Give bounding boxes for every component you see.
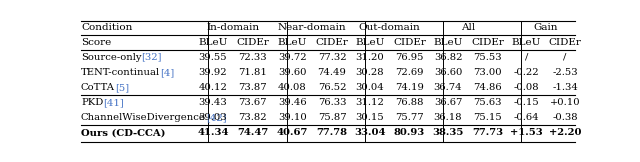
Text: 30.04: 30.04 [355, 83, 384, 92]
Text: [4]: [4] [160, 68, 174, 77]
Text: 75.87: 75.87 [317, 113, 346, 122]
Text: 75.77: 75.77 [395, 113, 424, 122]
Text: 76.52: 76.52 [317, 83, 346, 92]
Text: 80.93: 80.93 [394, 128, 425, 137]
Text: 31.12: 31.12 [355, 98, 384, 107]
Text: BLeU: BLeU [198, 38, 228, 47]
Text: 41.34: 41.34 [197, 128, 228, 137]
Text: 73.00: 73.00 [474, 68, 502, 77]
Text: -1.34: -1.34 [552, 83, 578, 92]
Text: 72.33: 72.33 [238, 53, 267, 62]
Text: 36.67: 36.67 [434, 98, 462, 107]
Text: Score: Score [81, 38, 111, 47]
Text: 38.35: 38.35 [433, 128, 464, 137]
Text: -0.08: -0.08 [513, 83, 540, 92]
Text: 39.55: 39.55 [198, 53, 227, 62]
Text: 36.60: 36.60 [434, 68, 462, 77]
Text: 40.12: 40.12 [198, 83, 227, 92]
Text: Near-domain: Near-domain [278, 23, 346, 31]
Text: 30.28: 30.28 [355, 68, 384, 77]
Text: 39.10: 39.10 [278, 113, 307, 122]
Text: BLeU: BLeU [433, 38, 463, 47]
Text: -0.64: -0.64 [513, 113, 540, 122]
Text: CIDEr: CIDEr [471, 38, 504, 47]
Text: /: / [525, 53, 528, 62]
Text: 73.82: 73.82 [238, 113, 267, 122]
Text: [32]: [32] [141, 53, 162, 62]
Text: 77.78: 77.78 [316, 128, 348, 137]
Text: 76.88: 76.88 [395, 98, 424, 107]
Text: 74.49: 74.49 [317, 68, 346, 77]
Text: 40.67: 40.67 [276, 128, 308, 137]
Text: 36.82: 36.82 [434, 53, 462, 62]
Text: TENT-continual: TENT-continual [81, 68, 160, 77]
Text: 76.95: 76.95 [395, 53, 424, 62]
Text: In-domain: In-domain [206, 23, 259, 31]
Text: 36.74: 36.74 [434, 83, 462, 92]
Text: Source-only: Source-only [81, 53, 141, 62]
Text: 73.67: 73.67 [238, 98, 267, 107]
Text: PKD: PKD [81, 98, 103, 107]
Text: 30.15: 30.15 [355, 113, 384, 122]
Text: 74.86: 74.86 [474, 83, 502, 92]
Text: 39.72: 39.72 [278, 53, 307, 62]
Text: 39.43: 39.43 [198, 98, 227, 107]
Text: Ours (CD-CCA): Ours (CD-CCA) [81, 128, 166, 137]
Text: [42]: [42] [206, 113, 227, 122]
Text: 39.60: 39.60 [278, 68, 307, 77]
Text: BLeU: BLeU [512, 38, 541, 47]
Text: 75.15: 75.15 [474, 113, 502, 122]
Text: 36.18: 36.18 [434, 113, 462, 122]
Text: +1.53: +1.53 [510, 128, 543, 137]
Text: Condition: Condition [81, 23, 132, 31]
Text: 40.08: 40.08 [278, 83, 307, 92]
Text: -2.53: -2.53 [552, 68, 578, 77]
Text: Gain: Gain [534, 23, 558, 31]
Text: CoTTA: CoTTA [81, 83, 115, 92]
Text: 72.69: 72.69 [395, 68, 424, 77]
Text: +0.10: +0.10 [550, 98, 580, 107]
Text: BLeU: BLeU [355, 38, 385, 47]
Text: ChannelWiseDivergence: ChannelWiseDivergence [81, 113, 206, 122]
Text: -0.15: -0.15 [513, 98, 540, 107]
Text: 74.19: 74.19 [395, 83, 424, 92]
Text: CIDEr: CIDEr [548, 38, 582, 47]
Text: +2.20: +2.20 [549, 128, 581, 137]
Text: 74.47: 74.47 [237, 128, 268, 137]
Text: CIDEr: CIDEr [236, 38, 269, 47]
Text: 73.87: 73.87 [238, 83, 267, 92]
Text: [41]: [41] [103, 98, 124, 107]
Text: 33.04: 33.04 [354, 128, 385, 137]
Text: 31.20: 31.20 [355, 53, 384, 62]
Text: 71.81: 71.81 [238, 68, 267, 77]
Text: 77.32: 77.32 [317, 53, 346, 62]
Text: /: / [563, 53, 567, 62]
Text: Out-domain: Out-domain [358, 23, 420, 31]
Text: [5]: [5] [115, 83, 129, 92]
Text: 75.63: 75.63 [474, 98, 502, 107]
Text: All: All [461, 23, 475, 31]
Text: 39.92: 39.92 [198, 68, 227, 77]
Text: CIDEr: CIDEr [316, 38, 348, 47]
Text: BLeU: BLeU [278, 38, 307, 47]
Text: -0.22: -0.22 [513, 68, 540, 77]
Text: 77.73: 77.73 [472, 128, 503, 137]
Text: 39.03: 39.03 [198, 113, 227, 122]
Text: 76.33: 76.33 [317, 98, 346, 107]
Text: -0.38: -0.38 [552, 113, 578, 122]
Text: 75.53: 75.53 [474, 53, 502, 62]
Text: CIDEr: CIDEr [393, 38, 426, 47]
Text: 39.46: 39.46 [278, 98, 307, 107]
